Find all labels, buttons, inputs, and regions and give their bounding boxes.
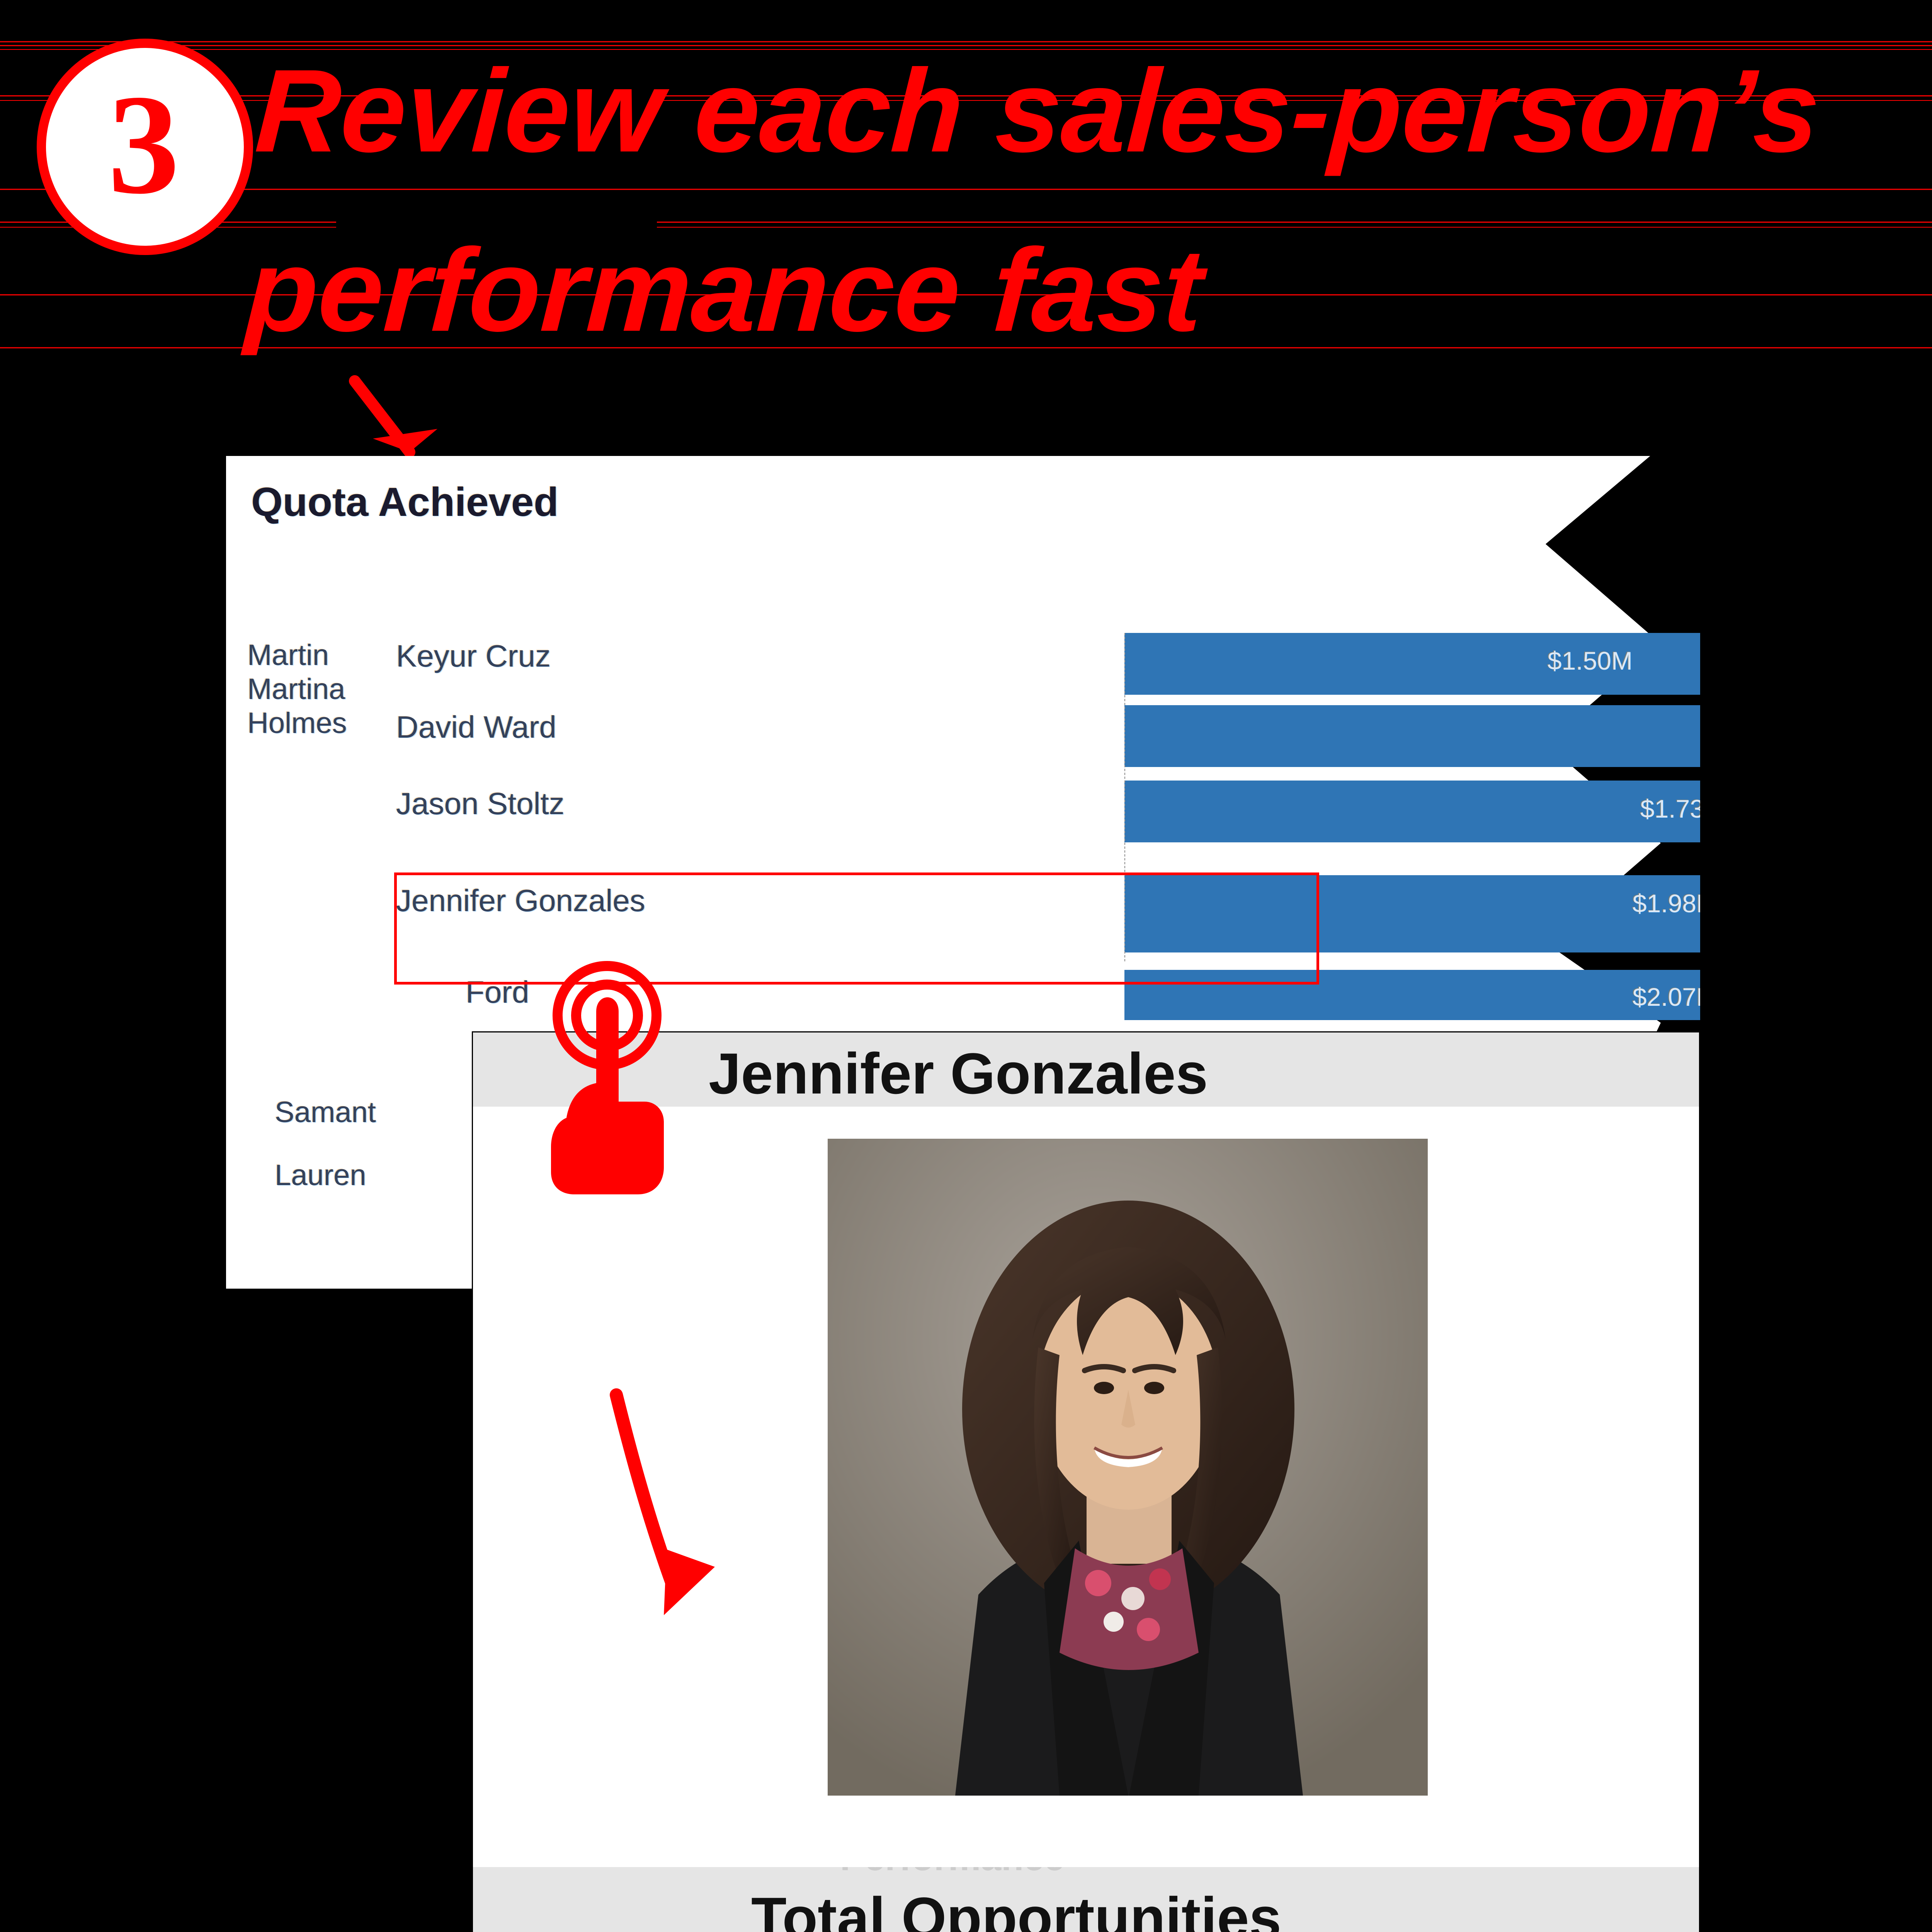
svg-text:3: 3: [108, 65, 180, 224]
